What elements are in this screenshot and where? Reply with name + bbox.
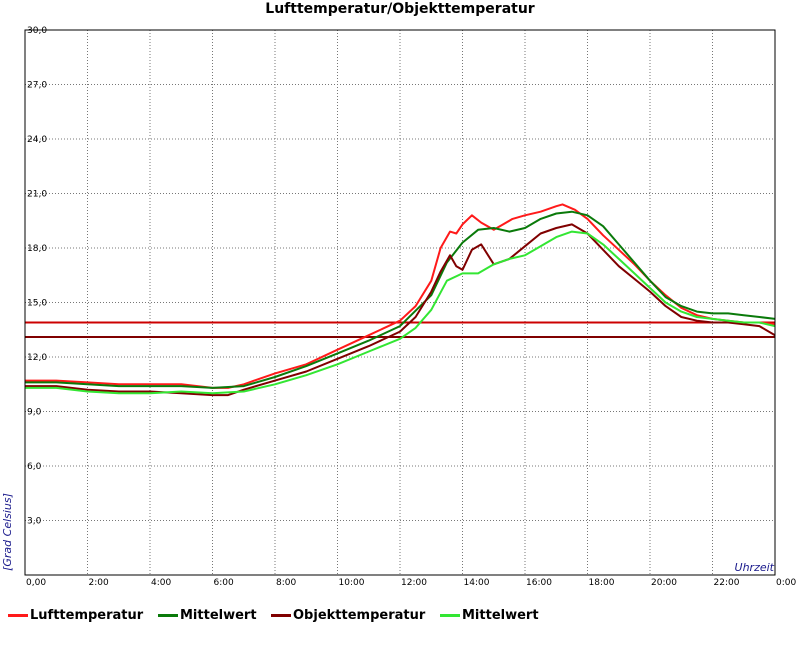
legend-swatch bbox=[271, 614, 291, 617]
y-tick-label: 24,0 bbox=[27, 135, 47, 145]
legend-item: Mittelwert bbox=[158, 608, 257, 623]
threshold-lines bbox=[25, 321, 775, 339]
x-tick-label: 6:00 bbox=[214, 578, 234, 588]
x-tick-label: 22:00 bbox=[714, 578, 740, 588]
x-tick-label: 14:00 bbox=[464, 578, 490, 588]
y-tick-label: 6,0 bbox=[27, 462, 42, 472]
y-tick-label: 18,0 bbox=[27, 244, 47, 254]
y-axis-label: [Grad Celsius] bbox=[1, 493, 14, 571]
legend-item: Lufttemperatur bbox=[8, 608, 143, 623]
x-tick-label: 2:00 bbox=[89, 578, 109, 588]
chart-title: Lufttemperatur/Objekttemperatur bbox=[265, 1, 535, 17]
x-tick-label: 18:00 bbox=[589, 578, 615, 588]
y-tick-label: 9,0 bbox=[27, 408, 42, 418]
legend-label: Mittelwert bbox=[462, 608, 539, 623]
legend-swatch bbox=[8, 614, 28, 617]
x-tick-label: 20:00 bbox=[651, 578, 677, 588]
series-line-3 bbox=[25, 223, 776, 397]
legend-item: Objekttemperatur bbox=[271, 608, 425, 623]
x-tick-label: 16:00 bbox=[526, 578, 552, 588]
y-tick-label: 15,0 bbox=[27, 299, 47, 309]
x-axis-label: Uhrzeit bbox=[735, 561, 775, 574]
x-tick-labels: 0,00 2:00 4:00 6:00 8:00 10:00 12:00 14:00 16:00… bbox=[26, 578, 796, 588]
legend-label: Objekttemperatur bbox=[293, 608, 426, 623]
x-tick-label: 4:00 bbox=[151, 578, 171, 588]
x-tick-label: 0:00 bbox=[776, 578, 796, 588]
series-line-4 bbox=[25, 230, 776, 395]
x-tick-label: 0,00 bbox=[26, 578, 46, 588]
legend-label: Lufttemperatur bbox=[30, 608, 144, 623]
x-tick-label: 12:00 bbox=[401, 578, 427, 588]
y-tick-label: 30,0 bbox=[27, 26, 47, 36]
series-lines bbox=[25, 203, 776, 397]
grid-lines bbox=[25, 30, 775, 575]
y-tick-label: 27,0 bbox=[27, 81, 47, 91]
y-tick-label: 3,0 bbox=[27, 517, 42, 527]
x-tick-label: 10:00 bbox=[339, 578, 365, 588]
x-tick-label: 8:00 bbox=[276, 578, 296, 588]
y-tick-labels: 3,0 6,0 9,0 12,0 15,0 18,0 21,0 24,0 27,0 30,0 bbox=[27, 26, 47, 527]
y-tick-label: 12,0 bbox=[27, 353, 47, 363]
legend-item: Mittelwert bbox=[440, 608, 539, 623]
series-line-2 bbox=[25, 210, 776, 389]
legend: Lufttemperatur Mittelwert Objekttemperatur… bbox=[0, 608, 800, 628]
axes bbox=[24, 29, 776, 576]
legend-label: Mittelwert bbox=[180, 608, 257, 623]
legend-swatch bbox=[158, 614, 178, 617]
y-tick-label: 21,0 bbox=[27, 190, 47, 200]
legend-swatch bbox=[440, 614, 460, 617]
plot-frame bbox=[24, 29, 776, 576]
